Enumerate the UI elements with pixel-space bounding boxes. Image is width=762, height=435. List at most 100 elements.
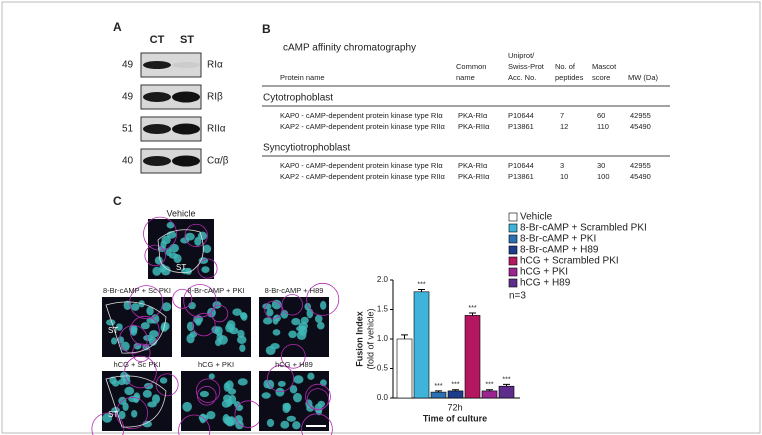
membrane — [91, 412, 125, 435]
membrane — [306, 282, 340, 316]
column-header: No. of — [555, 62, 576, 71]
membrane — [210, 304, 229, 323]
significance: *** — [417, 281, 425, 288]
nucleus — [221, 399, 231, 408]
nucleus — [307, 372, 315, 380]
nucleus — [289, 385, 298, 394]
column-header: Mascot — [592, 62, 617, 71]
nucleus — [275, 387, 285, 397]
nucleus — [146, 306, 154, 316]
band — [143, 92, 171, 102]
nucleus — [131, 303, 140, 311]
significance: *** — [434, 383, 442, 390]
table-cell: KAP2 - cAMP-dependent protein kinase typ… — [280, 172, 446, 181]
image-label: hCG + H89 — [275, 360, 313, 369]
nucleus — [316, 321, 325, 330]
table-cell: P10644 — [508, 161, 534, 170]
nucleus — [106, 319, 116, 326]
nucleus — [266, 308, 274, 317]
nucleus — [314, 314, 323, 323]
nucleus — [218, 335, 228, 345]
nucleus — [292, 421, 301, 430]
image-label: Vehicle — [166, 208, 195, 218]
nucleus — [239, 344, 246, 353]
band — [143, 61, 171, 69]
image-label: hCG + PKI — [198, 360, 234, 369]
membrane — [306, 388, 329, 411]
table-cell: KAP0 - cAMP-dependent protein kinase typ… — [280, 161, 443, 170]
legend-label: Vehicle — [520, 212, 553, 223]
bar — [464, 315, 481, 399]
nucleus — [282, 404, 290, 414]
error-bar — [469, 312, 476, 316]
y-tick-label: 0.0 — [377, 393, 389, 402]
y-axis-label: (fold of vehicle) — [365, 308, 375, 369]
lane-label: CT — [150, 34, 165, 46]
nucleus — [120, 341, 130, 351]
bar — [498, 385, 515, 399]
nucleus — [117, 336, 125, 344]
nucleus — [272, 329, 281, 336]
nucleus — [296, 330, 307, 340]
membrane — [124, 355, 157, 389]
membrane — [192, 312, 216, 337]
nucleus — [314, 403, 323, 414]
nucleus — [261, 392, 271, 399]
bar — [413, 291, 430, 399]
bar — [481, 390, 498, 399]
band — [172, 155, 200, 167]
nucleus — [286, 415, 296, 422]
nucleus — [237, 329, 245, 339]
table-cell: P13861 — [508, 172, 534, 181]
column-header: MW (Da) — [628, 73, 658, 82]
nucleus — [124, 386, 135, 396]
mw-marker: 49 — [122, 92, 134, 103]
error-bar — [486, 389, 493, 391]
nucleus — [161, 302, 172, 312]
nucleus — [160, 321, 170, 331]
legend-swatch — [508, 245, 518, 255]
table-cell: 10 — [560, 172, 568, 181]
membrane — [129, 315, 160, 346]
membrane — [264, 300, 283, 319]
column-header: Uniprot/ — [508, 51, 535, 60]
nucleus — [266, 418, 275, 428]
column-header: Swiss-Prot — [508, 62, 545, 71]
bar — [396, 338, 413, 399]
nucleus — [197, 231, 208, 241]
nucleus — [151, 394, 161, 404]
nucleus — [201, 266, 210, 273]
bar — [430, 391, 447, 399]
error-bar — [418, 288, 425, 292]
table-cell: PKA-RIIα — [458, 122, 490, 131]
nucleus — [173, 254, 182, 264]
legend-label: 8-Br-cAMP + PKI — [520, 234, 596, 245]
column-header: Common — [456, 62, 486, 71]
nucleus — [152, 266, 162, 276]
table-cell: 30 — [597, 161, 605, 170]
panel-label: C — [113, 194, 122, 208]
nucleus — [206, 411, 216, 420]
y-tick-label: 2.0 — [377, 275, 389, 284]
legend-label: hCG + H89 — [520, 278, 571, 289]
table-cell: 45490 — [630, 122, 651, 131]
nucleus — [182, 401, 192, 412]
protein-label: RIβ — [207, 92, 223, 103]
y-tick-label: 1.0 — [377, 334, 389, 343]
band — [172, 62, 200, 68]
nucleus — [133, 392, 141, 402]
nucleus — [149, 330, 159, 338]
membrane — [267, 365, 295, 392]
membrane — [301, 413, 333, 435]
membrane — [144, 244, 166, 267]
panel-label: A — [113, 20, 122, 34]
column-header: Acc. No. — [508, 73, 536, 82]
table-cell: 12 — [560, 122, 568, 131]
nucleus — [199, 413, 207, 424]
x-tick-label: 72h — [447, 402, 462, 412]
nucleus — [115, 323, 123, 331]
nucleus — [102, 413, 113, 423]
table-cell: 7 — [560, 111, 564, 120]
legend-label: hCG + Scrambled PKI — [520, 256, 619, 267]
